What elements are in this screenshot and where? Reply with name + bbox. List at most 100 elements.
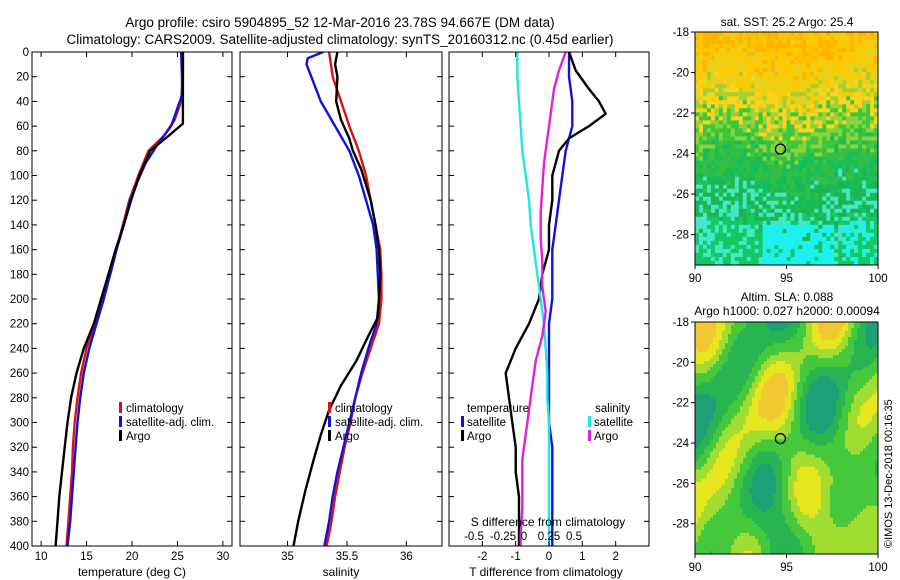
map-cell (754, 180, 760, 186)
map-cell (758, 192, 764, 198)
map-cell (776, 361, 780, 365)
map-cell (791, 349, 795, 353)
map-cell (806, 216, 811, 222)
map-cell (701, 397, 705, 401)
legend-swatch-climatology (328, 402, 331, 413)
map-cell (875, 367, 879, 371)
map-cell (845, 391, 849, 395)
map-cell (818, 370, 822, 374)
map-cell (870, 200, 875, 206)
map-cell (830, 168, 835, 174)
map-cell (722, 132, 728, 137)
map-cell (785, 334, 789, 338)
map-cell (758, 361, 762, 365)
map-cell (752, 334, 756, 338)
map-cell (726, 68, 732, 73)
y-tick-label: 20 (16, 72, 29, 84)
map-cell (758, 397, 762, 401)
map-cell (848, 412, 852, 416)
map-cell (695, 196, 700, 202)
map-cell (824, 352, 828, 356)
map-cell (774, 208, 780, 214)
map-cell (842, 260, 847, 266)
map-cell (869, 403, 873, 407)
map-cell (740, 355, 744, 359)
map-cell (791, 328, 795, 332)
map-cell (830, 144, 835, 149)
map-cell (767, 412, 771, 416)
map-cell (713, 412, 717, 416)
map-cell (754, 96, 760, 101)
map-cell (848, 418, 852, 422)
map-cell (750, 148, 756, 154)
map-cell (750, 108, 756, 113)
map-cell (695, 32, 700, 37)
map-cell (827, 373, 831, 377)
map-cell (766, 56, 772, 61)
map-cell (728, 358, 732, 362)
map-cell (788, 352, 792, 356)
map-cell (798, 116, 803, 121)
map-cell (798, 248, 803, 254)
map-cell (821, 403, 825, 407)
map-cell (818, 228, 823, 234)
map-cell (726, 192, 732, 198)
map-cell (779, 340, 783, 344)
map-cell (766, 220, 772, 226)
map-cell (698, 44, 704, 49)
map-cell (722, 108, 728, 113)
map-cell (731, 364, 735, 368)
map-cell (770, 346, 774, 350)
map-cell (714, 84, 720, 89)
map-cell (870, 232, 875, 238)
map-cell (848, 325, 852, 329)
map-cell (752, 412, 756, 416)
map-cell (870, 128, 875, 133)
map-cell (818, 361, 822, 365)
map-cell (810, 136, 815, 141)
map-cell (836, 352, 840, 356)
map-cell (830, 418, 834, 422)
map-cell (838, 188, 843, 194)
map-cell (785, 409, 789, 413)
map-cell (750, 260, 756, 266)
map-cell (698, 236, 704, 242)
map-cell (761, 349, 765, 353)
map-cell (834, 236, 839, 242)
map-cell (707, 364, 711, 368)
map-cell (710, 421, 714, 425)
map-cell (810, 168, 815, 174)
map-cell (722, 116, 728, 121)
map-cell (718, 92, 724, 97)
map-cell (742, 148, 748, 154)
map-cell (827, 403, 831, 407)
map-cell (875, 394, 879, 398)
map-cell (738, 144, 744, 149)
map-cell (870, 80, 875, 85)
map-cell (774, 100, 780, 105)
map-cell (802, 48, 807, 53)
map-cell (746, 128, 752, 133)
map-cell (770, 92, 776, 97)
map-cell (695, 367, 699, 371)
map-cell (827, 367, 831, 371)
map-cell (848, 370, 852, 374)
map-cell (842, 224, 847, 230)
map-cell (782, 240, 787, 246)
map-cell (854, 156, 859, 162)
map-cell (770, 200, 776, 206)
map-cell (818, 385, 822, 389)
map-cell (834, 188, 839, 194)
map-cell (695, 337, 699, 341)
map-cell (734, 160, 740, 166)
map-cell (749, 412, 753, 416)
map-cell (810, 196, 815, 202)
map-cell (754, 40, 760, 45)
map-cell (770, 403, 774, 407)
map-cell (863, 376, 867, 380)
map-cell (870, 104, 875, 109)
map-cell (838, 132, 843, 137)
map-cell (822, 240, 827, 246)
map-cell (758, 236, 764, 242)
map-cell (734, 244, 740, 250)
